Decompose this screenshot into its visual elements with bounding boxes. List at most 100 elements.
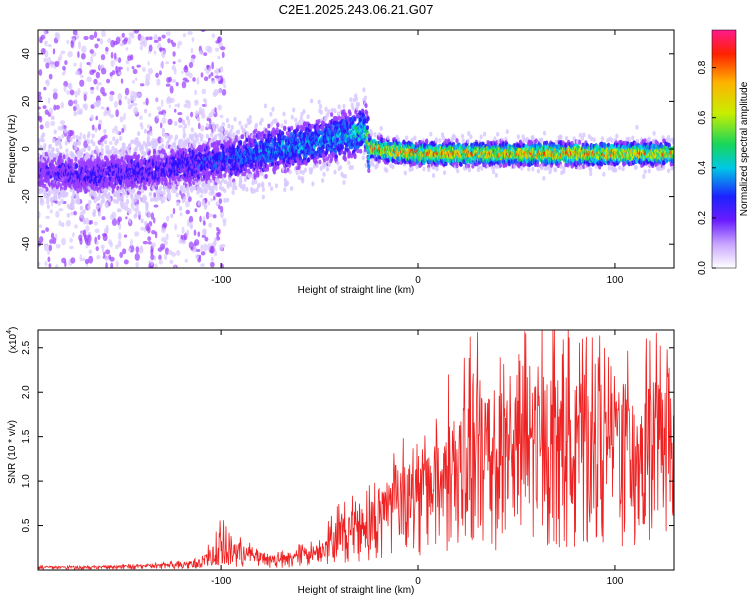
spectrogram-ridge-cell (60, 198, 64, 204)
spectrogram-ridge-cell (179, 206, 183, 211)
spectrogram-ridge-cell (181, 119, 186, 125)
spectrogram-ridge-cell (112, 198, 117, 204)
spectrogram-ridge-cell (185, 138, 190, 144)
spectrogram-noise-cell (73, 62, 77, 67)
spectrogram-noise-cell (148, 112, 152, 118)
spectrogram-noise-cell (105, 262, 108, 268)
spectrogram-noise-cell (140, 35, 145, 44)
spectrogram-noise-cell (124, 87, 130, 96)
spectrogram-ridge-cell (254, 122, 259, 128)
spectrogram-ridge-cell (130, 194, 134, 199)
spectrogram-noise-cell (115, 65, 118, 74)
spectrogram-noise-cell (81, 257, 86, 262)
spectrogram-noise-cell (158, 259, 163, 265)
spectrogram-ridge-cell (364, 162, 368, 168)
spectrogram-noise-cell (103, 251, 106, 257)
spectrogram-noise-cell (217, 104, 222, 111)
spectrogram-noise-cell (115, 36, 121, 45)
spectrogram-noise-cell (107, 37, 112, 44)
spectrogram-noise-cell (44, 121, 50, 129)
spectrogram-ridge-cell (128, 149, 132, 154)
spectrogram-noise-cell (206, 64, 210, 69)
spectrogram-noise-cell (177, 43, 180, 49)
spectrogram-noise-cell (186, 229, 190, 236)
spectrogram-ridge-cell (173, 188, 177, 194)
spectrogram-ridge-cell (324, 106, 328, 112)
spectrogram-noise-cell (219, 66, 224, 73)
spectrogram-ridge-cell (96, 148, 100, 154)
spectrogram-noise-cell (167, 96, 171, 102)
spectrogram-noise-cell (153, 40, 159, 44)
spectrogram-noise-cell (118, 71, 123, 76)
spectrogram-noise-cell (217, 80, 223, 85)
spectrogram-ridge-cell (64, 140, 68, 146)
spectrogram-ridge-cell (92, 141, 96, 147)
spectrogram-ridge-cell (317, 119, 321, 124)
spectrogram-noise-cell (214, 107, 217, 113)
spectrogram-noise-cell (38, 69, 43, 76)
spectrogram-noise-cell (79, 61, 83, 70)
spectrogram-noise-cell (65, 219, 71, 227)
spectrogram-ridge-cell (216, 147, 220, 153)
spectrogram-noise-cell (213, 195, 216, 201)
spectrogram-noise-cell (215, 236, 221, 241)
spectrogram-noise-cell (184, 64, 188, 70)
spectrogram-noise-cell (89, 34, 95, 40)
spectrogram-ridge-cell (71, 205, 75, 211)
spectrogram-noise-cell (93, 31, 98, 39)
spectrogram-ridge-cell (356, 102, 361, 107)
spectrogram-ridge-cell (340, 149, 344, 155)
spectrogram-ridge-cell (350, 164, 354, 170)
spectrogram-noise-cell (213, 250, 218, 257)
spectrogram-noise-cell (159, 62, 164, 68)
spectrogram-noise-cell (156, 78, 161, 86)
spectrogram-noise-cell (123, 201, 128, 210)
spectrogram-noise-cell (153, 50, 157, 55)
spectrogram-noise-cell (55, 210, 60, 218)
spectrogram-noise-cell (161, 50, 166, 59)
spectrogram-ridge-cell (330, 107, 334, 113)
spectrogram-ridge-cell (75, 134, 79, 140)
spectrogram-ridge-cell (252, 134, 256, 140)
spectrogram-ridge-cell (170, 213, 174, 219)
spectrogram-ridge-cell (341, 144, 345, 150)
spectrogram-noise-cell (109, 256, 115, 262)
spectrogram-ridge-cell (79, 151, 84, 157)
spectrogram-noise-cell (109, 94, 114, 102)
spectrogram-ridge-cell (282, 158, 286, 164)
spectrogram-ridge-cell (137, 131, 141, 137)
spectrogram-noise-cell (49, 209, 53, 214)
spectrogram-noise-cell (194, 208, 198, 213)
spectrogram-noise-cell (74, 90, 78, 99)
spectrogram-noise-cell (119, 43, 124, 47)
spectrogram-ridge-cell (283, 126, 287, 132)
spectrogram-ridge-cell (137, 154, 141, 159)
spectrogram-noise-cell (160, 243, 166, 250)
spectrogram-noise-cell (117, 92, 123, 101)
spectrogram-noise-cell (193, 245, 197, 253)
spectrogram-ridge-cell (233, 116, 237, 122)
spectrogram-ridge-cell (65, 148, 69, 154)
spectrogram-ridge-cell (318, 103, 323, 109)
spectrogram-noise-cell (55, 243, 61, 249)
spectrogram-noise-cell (135, 246, 140, 254)
spectrogram-noise-cell (165, 61, 170, 65)
spectrogram-noise-cell (45, 62, 50, 69)
spectrogram-ridge-cell (223, 173, 227, 178)
spectrogram-ridge-cell (263, 103, 268, 109)
spectrogram-ridge-cell (82, 147, 86, 153)
spectrogram-noise-cell (208, 118, 212, 125)
spectrogram-noise-cell (46, 79, 50, 87)
spectrogram-noise-cell (208, 74, 211, 79)
spectrogram-ridge-cell (132, 187, 136, 193)
spectrogram-ridge-cell (86, 139, 90, 145)
spectrogram-noise-cell (178, 124, 183, 129)
spectrogram-ridge-cell (69, 137, 73, 143)
spectrogram-noise-cell (110, 60, 115, 67)
spectrogram-ridge-cell (239, 139, 243, 145)
spectrogram-noise-cell (158, 111, 163, 115)
spectrogram-noise-cell (115, 109, 119, 118)
spectrogram-ridge-cell (365, 125, 370, 131)
spectrogram-noise-cell (168, 104, 172, 109)
